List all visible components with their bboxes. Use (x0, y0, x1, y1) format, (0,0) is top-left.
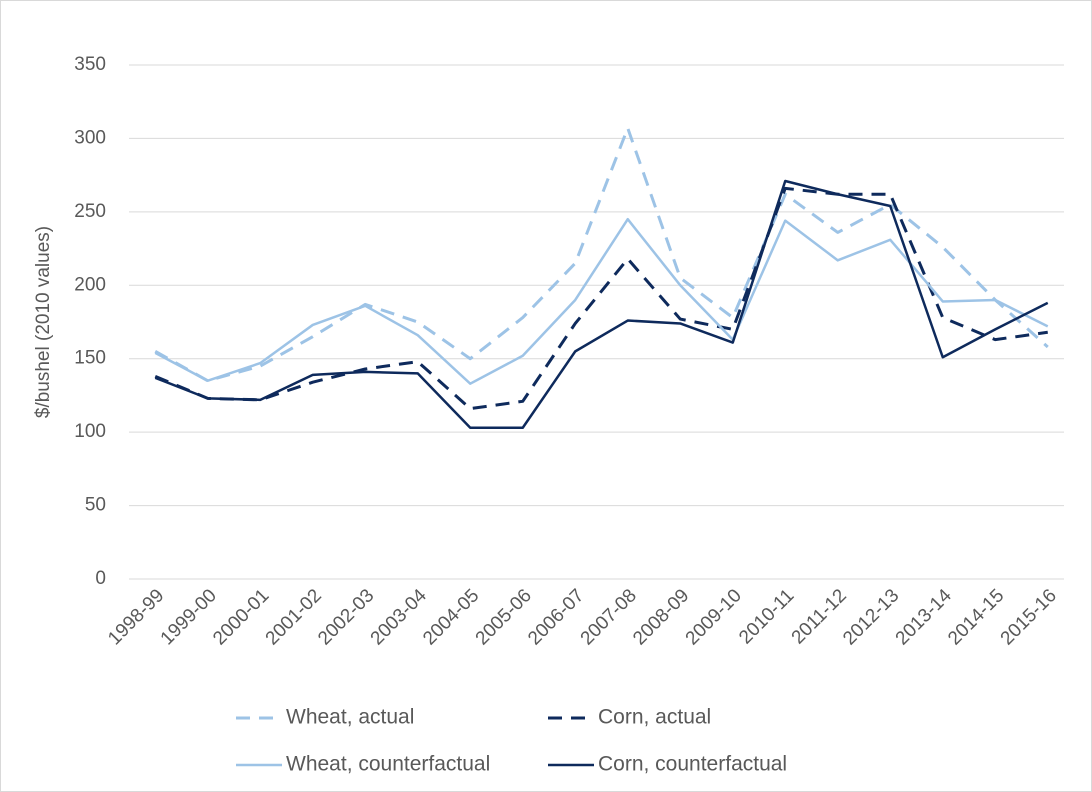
line (154, 186, 1048, 411)
line (154, 179, 1049, 429)
legend-label: Wheat, actual (286, 706, 414, 729)
line (154, 217, 1049, 385)
legend-label: Corn, counterfactual (598, 753, 787, 776)
legend-label: Corn, actual (598, 706, 711, 729)
y-tick-label: 350 (74, 54, 106, 75)
y-tick-label: 100 (74, 421, 106, 442)
y-axis-label: $/bushel (2010 values) (33, 226, 54, 418)
y-tick-label: 200 (74, 274, 106, 295)
line (154, 126, 1049, 383)
y-tick-label: 0 (95, 568, 106, 589)
y-tick-label: 300 (74, 127, 106, 148)
y-tick-label: 50 (85, 495, 106, 516)
y-tick-label: 150 (74, 348, 106, 369)
legend-label: Wheat, counterfactual (286, 753, 490, 776)
y-tick-label: 250 (74, 201, 106, 222)
